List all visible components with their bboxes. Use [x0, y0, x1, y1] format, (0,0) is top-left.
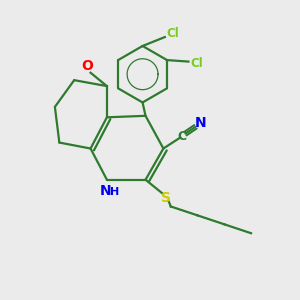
- Text: O: O: [81, 59, 93, 73]
- Text: S: S: [161, 190, 171, 205]
- Text: Cl: Cl: [190, 57, 203, 70]
- Text: N: N: [195, 116, 207, 130]
- Text: Cl: Cl: [167, 27, 180, 40]
- Text: N: N: [100, 184, 111, 198]
- Text: C: C: [177, 130, 186, 142]
- Text: H: H: [110, 187, 119, 197]
